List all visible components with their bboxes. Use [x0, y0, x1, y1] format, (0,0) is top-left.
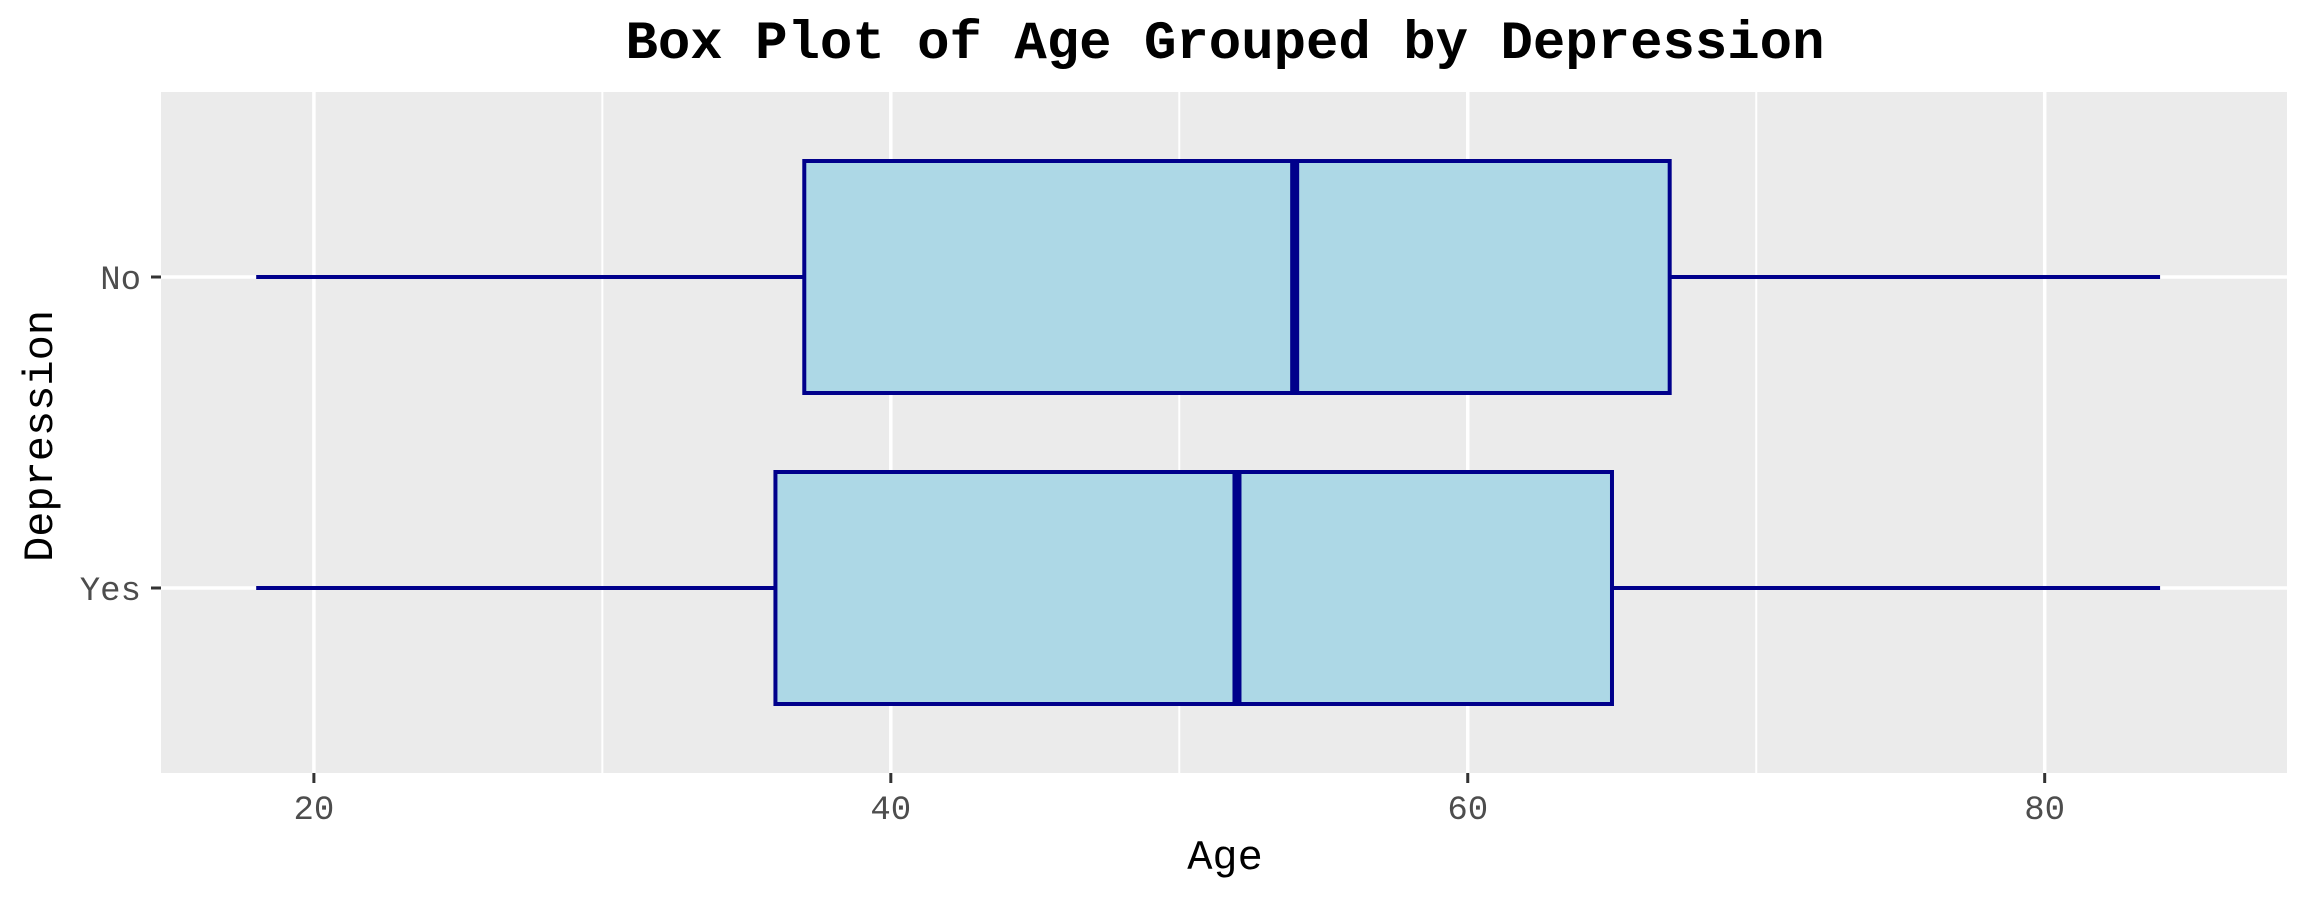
box-layer: [256, 159, 2161, 706]
x-tick-label: 20: [293, 792, 334, 830]
x-tick-label: 60: [1447, 792, 1488, 830]
x-axis-title: Age: [1187, 834, 1263, 882]
box-iqr: [802, 159, 1672, 395]
y-tick-label: No: [100, 262, 141, 300]
y-tick-label: Yes: [80, 573, 141, 611]
chart-title: Box Plot of Age Grouped by Depression: [626, 14, 1825, 75]
box-iqr: [773, 470, 1614, 706]
x-tick-label: 80: [2024, 792, 2065, 830]
box-yes: [256, 470, 2161, 706]
y-axis-title: Depression: [17, 310, 65, 562]
axis-layer: 20 40 60 80 No Yes: [80, 262, 2065, 830]
box-no: [256, 159, 2161, 395]
x-tick-label: 40: [870, 792, 911, 830]
